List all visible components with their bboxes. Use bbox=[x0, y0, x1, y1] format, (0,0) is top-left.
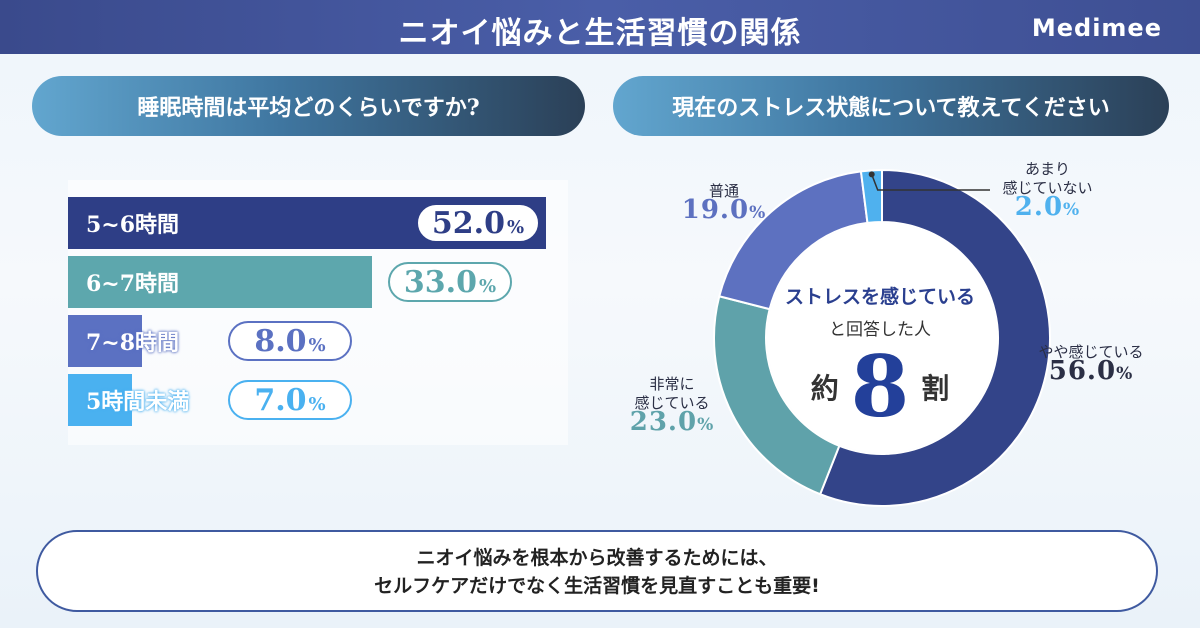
center-line1: ストレスを感じている bbox=[784, 286, 975, 308]
label-hijo: 非常に 感じている 23.0% bbox=[612, 375, 732, 435]
bar-2-value-pill: 33.0% bbox=[388, 262, 512, 302]
footer-line1: ニオイ悩みを根本から改善するためには、 bbox=[416, 547, 778, 569]
bar-4: 5時間未満 bbox=[68, 374, 189, 426]
label-hijo-value: 23.0 bbox=[629, 407, 698, 437]
bar-4-label: 5時間未満 bbox=[86, 389, 190, 415]
label-amari-value: 2.0 bbox=[1014, 192, 1064, 222]
leader-dot bbox=[868, 171, 875, 178]
bar-4-value-pill: 7.0% bbox=[228, 380, 352, 420]
label-amari: あまり 感じていない 2.0% bbox=[980, 160, 1115, 220]
label-futsu: 普通 19.0% bbox=[664, 182, 784, 223]
label-yaya-value: 56.0 bbox=[1048, 356, 1117, 386]
bar-1-value-pill: 52.0% bbox=[416, 203, 540, 243]
bar-4-value: 7.0 bbox=[254, 382, 307, 418]
label-yaya: やや感じている 56.0% bbox=[1016, 343, 1166, 384]
label-hijo-name1: 非常に bbox=[649, 375, 695, 393]
stress-question-text: 現在のストレス状態について教えてください bbox=[672, 95, 1110, 121]
label-amari-name2: 感じていない bbox=[1002, 179, 1093, 197]
label-yaya-name: やや感じている bbox=[1038, 343, 1144, 361]
leader-line bbox=[871, 174, 990, 191]
bar-4-unit: % bbox=[308, 393, 326, 415]
bar-2-label: 6~7時間 bbox=[86, 271, 180, 297]
bar-1-unit: % bbox=[506, 216, 525, 238]
donut-slice-1 bbox=[818, 168, 1051, 507]
sleep-question-header: 睡眠時間は平均どのくらいですか? bbox=[32, 76, 585, 136]
page-title: ニオイ悩みと生活習慣の関係 bbox=[398, 16, 802, 51]
sleep-question-text: 睡眠時間は平均どのくらいですか? bbox=[137, 95, 480, 121]
label-futsu-name: 普通 bbox=[708, 182, 739, 200]
label-futsu-value: 19.0 bbox=[681, 195, 750, 225]
center-line2: と回答した人 bbox=[829, 320, 931, 340]
donut-center-text: ストレスを感じている と回答した人 約 8 割 bbox=[770, 282, 990, 432]
bar-1-value: 52.0 bbox=[431, 205, 505, 241]
center-big-number: 8 bbox=[850, 337, 910, 436]
bar-3: 7~8時間 bbox=[68, 315, 179, 367]
footer-line2: セルフケアだけでなく生活習慣を見直すことも重要! bbox=[374, 575, 820, 597]
bar-2-unit: % bbox=[478, 275, 497, 297]
center-prefix: 約 bbox=[810, 372, 839, 405]
donut-slice-4 bbox=[859, 168, 883, 225]
label-hijo-name2: 感じている bbox=[634, 394, 710, 412]
bar-3-value: 8.0 bbox=[254, 323, 307, 359]
stress-question-header: 現在のストレス状態について教えてください bbox=[613, 76, 1169, 136]
donut-hole bbox=[767, 223, 997, 453]
bar-2-value: 33.0 bbox=[403, 264, 477, 300]
header-bar: ニオイ悩みと生活習慣の関係 Medimee bbox=[0, 0, 1200, 54]
bar-1-label: 5~6時間 bbox=[86, 212, 180, 238]
label-amari-name1: あまり bbox=[1024, 160, 1070, 178]
bar-3-label: 7~8時間 bbox=[86, 330, 180, 356]
center-suffix: 割 bbox=[921, 372, 950, 405]
footer-message: ニオイ悩みを根本から改善するためには、 セルフケアだけでなく生活習慣を見直すこと… bbox=[36, 530, 1158, 612]
bar-2: 6~7時間 bbox=[68, 256, 372, 308]
bar-3-unit: % bbox=[308, 334, 326, 356]
bar-3-value-pill: 8.0% bbox=[228, 321, 352, 361]
brand-logo: Medimee bbox=[1031, 14, 1162, 42]
